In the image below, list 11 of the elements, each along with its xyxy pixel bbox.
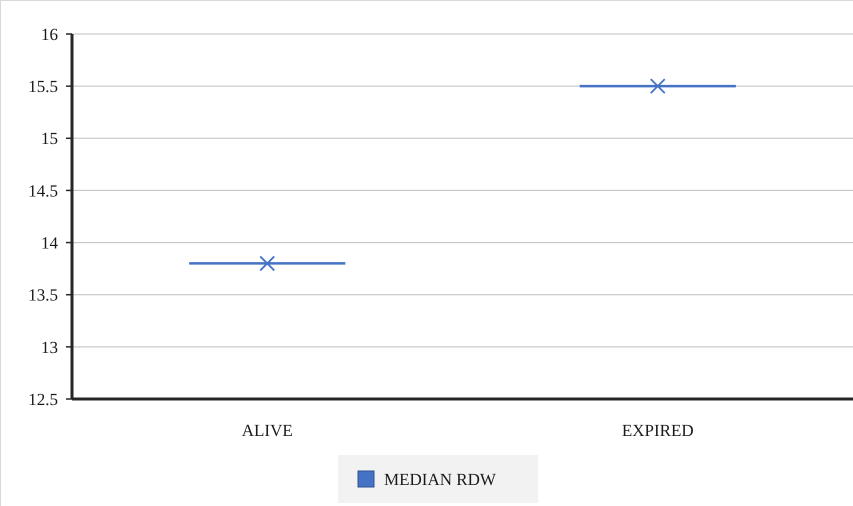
y-tick-label: 12.5 xyxy=(28,390,58,409)
y-tick-label: 14.5 xyxy=(28,181,58,200)
legend-label: MEDIAN RDW xyxy=(384,470,497,489)
y-tick-label: 14 xyxy=(41,234,58,253)
x-tick-label: ALIVE xyxy=(242,421,293,440)
y-tick-label: 13 xyxy=(41,338,58,357)
x-tick-label: EXPIRED xyxy=(622,421,694,440)
y-tick-label: 13.5 xyxy=(28,286,58,305)
y-tick-label: 16 xyxy=(41,24,58,44)
y-tick-label: 15.5 xyxy=(28,77,58,96)
y-tick-label: 15 xyxy=(41,129,58,148)
